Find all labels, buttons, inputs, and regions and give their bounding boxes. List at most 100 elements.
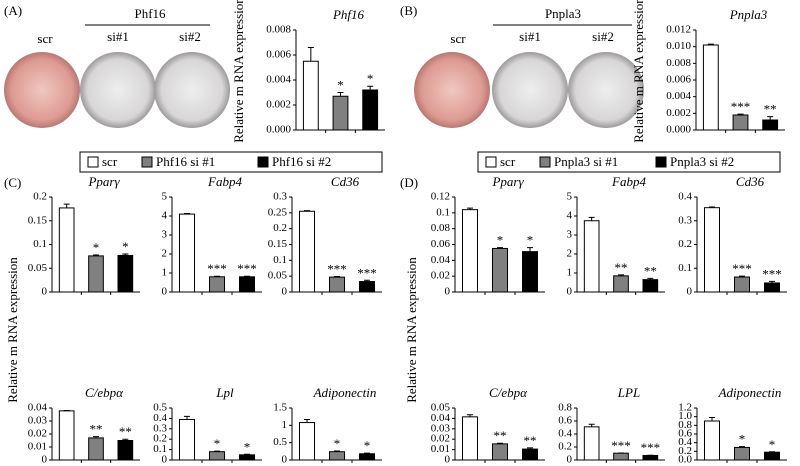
y-tick-label: 0 [282, 286, 288, 298]
bar [362, 89, 379, 131]
bar [613, 275, 629, 293]
y-tick-label: 3 [162, 229, 168, 241]
y-tick-label: 0 [445, 286, 451, 298]
error-bar [497, 247, 503, 249]
bar [299, 210, 315, 293]
y-tick-label: 1.0 [678, 410, 692, 422]
error-bar [334, 275, 340, 278]
y-tick-label: 0 [687, 286, 693, 298]
legend-swatch [257, 156, 269, 168]
y-tick-label: 0.0 [678, 454, 692, 466]
bar [764, 451, 780, 461]
legend-box [477, 151, 781, 173]
y-tick-label: 0.1 [33, 238, 47, 250]
significance: * [93, 240, 100, 255]
significance: * [497, 233, 504, 248]
error-bar [304, 418, 310, 423]
error-bar [184, 213, 190, 215]
error-bar [184, 415, 190, 420]
y-tick-label: 0.010 [666, 40, 691, 52]
y-tick-label: 0.02 [431, 270, 450, 282]
significance: *** [641, 440, 661, 455]
error-bar [709, 417, 715, 421]
significance: * [364, 438, 371, 453]
y-axis-label: Relative m RNA expression [404, 257, 419, 403]
significance: ** [494, 428, 507, 443]
dish-label: scr [37, 31, 53, 46]
bar [522, 251, 538, 293]
y-tick-label: 0.006 [266, 49, 291, 61]
y-tick-label: 0.004 [266, 74, 291, 86]
bar [613, 452, 629, 461]
y-tick-label: 0.2 [558, 441, 572, 453]
error-bar [93, 436, 99, 438]
y-tick-label: 0.05 [268, 270, 288, 282]
significance: * [214, 436, 221, 451]
y-tick-label: 0.04 [28, 402, 48, 414]
chart-title: Fabp4 [207, 174, 242, 189]
y-tick-label: 0.8 [678, 419, 692, 431]
bar [58, 207, 75, 293]
chart-title: Pparγ [491, 174, 524, 189]
error-bar [364, 279, 370, 282]
dish-label: si#2 [592, 29, 614, 44]
group-label: Pnpla3 [545, 6, 581, 21]
bar [492, 247, 508, 293]
y-tick-label: 0 [42, 286, 48, 298]
significance: ** [644, 263, 657, 278]
bar [762, 119, 779, 131]
bar [642, 279, 659, 293]
significance: * [244, 439, 251, 454]
bar [642, 454, 659, 461]
significance: * [739, 432, 746, 447]
y-tick-label: 0.1 [436, 206, 450, 218]
significance: ** [119, 424, 132, 439]
error-bar [367, 85, 374, 90]
chart-title: Pparγ [87, 174, 120, 189]
panel-label: (D) [400, 175, 418, 190]
chart-title: C/ebpα [489, 385, 528, 400]
chart-title: Fabp4 [611, 174, 646, 189]
error-bar [767, 116, 774, 120]
y-tick-label: 0.3 [273, 191, 287, 203]
error-bar [497, 442, 503, 444]
y-tick-label: 0.5 [153, 402, 167, 414]
y-tick-label: 0.2 [273, 222, 287, 234]
bar [239, 276, 255, 293]
significance: ** [90, 422, 103, 437]
panel-label: (A) [4, 3, 22, 18]
y-tick-label: 0.05 [431, 402, 451, 414]
significance: *** [237, 261, 257, 276]
y-tick-label: 0.3 [153, 422, 167, 434]
significance: * [527, 233, 534, 248]
error-bar [739, 275, 745, 278]
bar [117, 440, 134, 461]
y-tick-label: 0 [162, 454, 168, 466]
y-tick-label: 0.03 [431, 422, 451, 434]
legend-swatch [655, 156, 667, 168]
bar [302, 60, 319, 131]
bar [702, 44, 719, 131]
bar [704, 420, 720, 461]
bar [462, 209, 478, 293]
error-bar [214, 275, 220, 277]
group-label: Phf16 [134, 6, 166, 21]
legend-box [79, 151, 383, 173]
error-bar [618, 274, 624, 276]
y-tick-label: 0.4 [678, 436, 692, 448]
y-tick-label: 4 [162, 210, 168, 222]
y-tick-label: 0 [42, 454, 48, 466]
y-tick-label: 0 [445, 454, 451, 466]
y-tick-label: 0.2 [678, 238, 692, 250]
legend-label: Phf16 si #2 [272, 154, 331, 169]
y-tick-label: 0.012 [666, 24, 691, 36]
dish-label: si#1 [107, 29, 129, 44]
y-tick-label: 0.05 [28, 262, 48, 274]
bar [734, 276, 750, 293]
error-bar [737, 113, 744, 115]
error-bar [122, 253, 129, 256]
error-bar [63, 203, 70, 208]
y-tick-label: 1 [282, 419, 288, 431]
error-bar [467, 414, 473, 417]
dish-label: scr [450, 31, 466, 46]
